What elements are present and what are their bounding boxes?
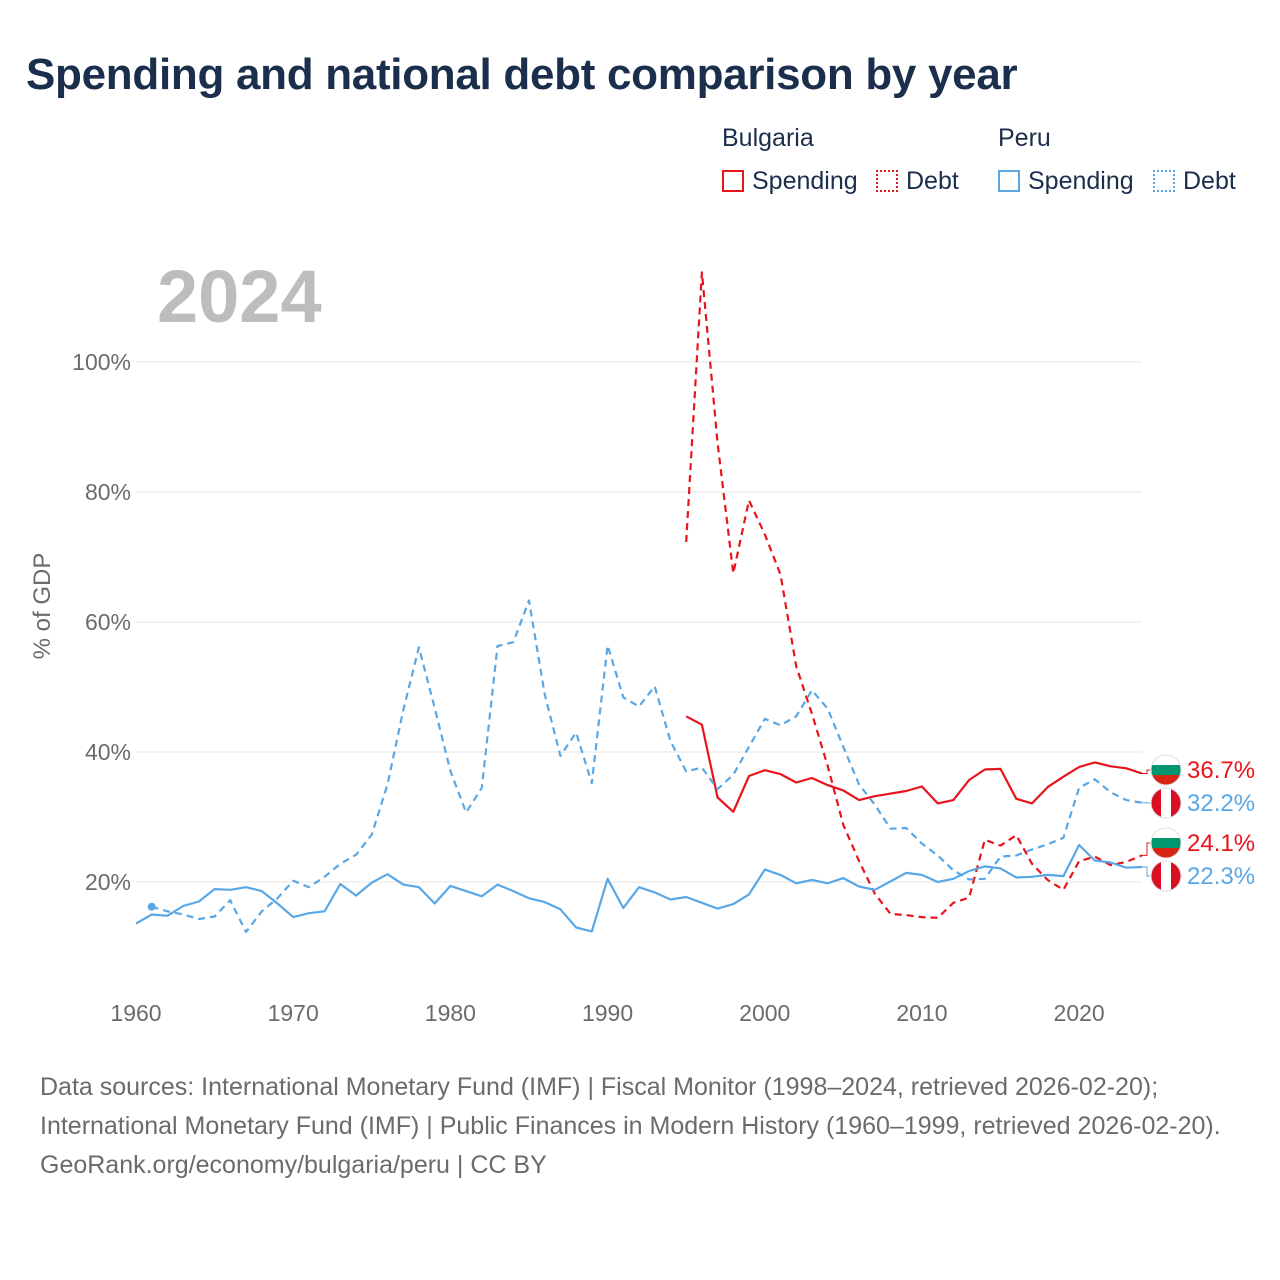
bulgaria-flag-icon	[1150, 754, 1182, 786]
x-tick-label: 1980	[425, 1000, 476, 1026]
peru-flag-icon	[1150, 787, 1182, 819]
solid-line-swatch-icon	[998, 170, 1020, 192]
series-start-point	[147, 902, 156, 911]
series-line-peru-debt[interactable]	[151, 599, 1143, 934]
year-watermark: 2024	[157, 255, 322, 338]
label-connector	[1142, 842, 1150, 856]
line-chart: 2024 % of GDP 20% 40% 60% 80% 100% 1960 1970 19…	[29, 255, 1255, 1026]
legend-item-bulgaria-debt[interactable]: Debt	[876, 166, 959, 196]
x-tick-label: 1990	[582, 1000, 633, 1026]
y-tick-label: 100%	[72, 349, 131, 375]
legend-group-peru: Peru	[998, 124, 1051, 152]
credit-link[interactable]: GeoRank.org/economy/bulgaria/peru | CC B…	[40, 1151, 547, 1179]
chart-title: Spending and national debt comparison by…	[26, 50, 1018, 99]
label-connector	[1142, 769, 1150, 774]
end-label-bulgaria-spending: 36.7%	[1187, 757, 1255, 784]
solid-line-swatch-icon	[722, 170, 744, 192]
bulgaria-flag-icon	[1150, 827, 1182, 859]
y-tick-label: 80%	[85, 479, 131, 505]
x-tick-label: 2010	[896, 1000, 947, 1026]
peru-flag-icon	[1150, 860, 1182, 892]
y-tick-label: 60%	[85, 609, 131, 635]
label-connector	[1142, 866, 1150, 877]
series-line-peru-spending[interactable]	[135, 843, 1143, 933]
legend-item-bulgaria-spending[interactable]: Spending	[722, 166, 858, 196]
x-tick-label: 2000	[739, 1000, 790, 1026]
legend-item-peru-debt[interactable]: Debt	[1153, 166, 1236, 196]
legend-label: Spending	[752, 166, 858, 195]
legend-item-peru-spending[interactable]: Spending	[998, 166, 1134, 196]
dotted-line-swatch-icon	[876, 170, 898, 192]
x-tick-label: 2020	[1054, 1000, 1105, 1026]
series-line-bulgaria-spending[interactable]	[685, 715, 1143, 813]
y-tick-label: 20%	[85, 869, 131, 895]
series-line-bulgaria-debt[interactable]	[685, 271, 1143, 919]
end-label-bulgaria-debt: 24.1%	[1187, 830, 1255, 857]
end-label-peru-spending: 22.3%	[1187, 863, 1255, 890]
legend-label: Debt	[1183, 166, 1236, 195]
footer: Data sources: International Monetary Fun…	[40, 1068, 1240, 1185]
x-tick-label: 1960	[110, 1000, 161, 1026]
x-tick-label: 1970	[268, 1000, 319, 1026]
legend-label: Debt	[906, 166, 959, 195]
dotted-line-swatch-icon	[1153, 170, 1175, 192]
y-axis-label: % of GDP	[29, 553, 56, 660]
legend-group-bulgaria: Bulgaria	[722, 124, 814, 152]
end-label-peru-debt: 32.2%	[1187, 790, 1255, 817]
y-tick-label: 40%	[85, 739, 131, 765]
legend-label: Spending	[1028, 166, 1134, 195]
data-sources: Data sources: International Monetary Fun…	[40, 1073, 1221, 1140]
